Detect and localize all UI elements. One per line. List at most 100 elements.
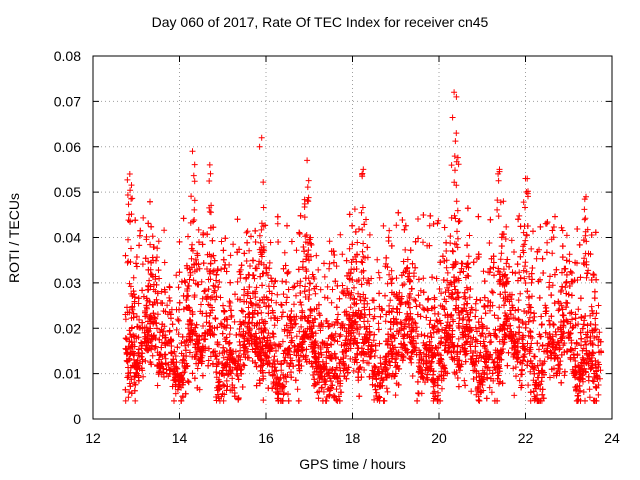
data-point xyxy=(491,330,498,337)
data-point xyxy=(176,269,183,276)
data-point xyxy=(148,361,155,368)
data-point xyxy=(463,284,470,291)
data-point xyxy=(583,341,590,348)
data-point xyxy=(415,235,422,242)
data-point xyxy=(241,341,248,348)
data-point xyxy=(464,260,471,267)
data-point xyxy=(557,324,564,331)
data-point xyxy=(428,334,435,341)
data-point xyxy=(189,308,196,315)
data-point xyxy=(156,368,163,375)
data-point xyxy=(395,331,402,337)
data-point xyxy=(387,326,394,333)
data-point xyxy=(510,365,517,372)
data-point xyxy=(437,320,444,327)
data-point xyxy=(256,377,263,384)
data-point xyxy=(393,319,400,326)
data-point xyxy=(321,294,328,301)
data-point xyxy=(128,343,135,350)
data-point xyxy=(269,330,276,337)
data-point xyxy=(178,397,185,404)
data-point xyxy=(465,253,472,260)
data-point xyxy=(308,330,315,337)
data-point xyxy=(407,339,414,346)
data-point xyxy=(336,360,343,367)
data-point xyxy=(333,386,340,393)
data-point xyxy=(271,322,278,329)
data-point xyxy=(244,228,251,235)
data-point xyxy=(306,257,312,264)
data-point xyxy=(291,342,298,349)
data-point xyxy=(550,234,557,241)
data-point xyxy=(401,325,407,332)
data-point xyxy=(587,321,594,327)
data-point xyxy=(311,376,318,383)
data-point xyxy=(154,245,161,252)
data-point xyxy=(503,318,510,325)
data-point xyxy=(539,386,546,393)
data-point xyxy=(140,214,147,221)
data-point xyxy=(217,294,224,301)
data-point xyxy=(313,252,320,259)
data-point xyxy=(530,228,536,235)
data-point xyxy=(319,358,326,365)
data-point xyxy=(455,364,462,371)
data-point xyxy=(504,362,511,369)
data-point xyxy=(133,313,140,320)
data-point xyxy=(220,381,227,388)
data-point xyxy=(538,378,545,385)
data-point xyxy=(455,357,462,364)
data-point xyxy=(181,277,188,284)
data-point xyxy=(453,296,460,303)
data-point xyxy=(127,283,134,290)
data-point xyxy=(568,270,575,276)
data-point xyxy=(126,280,133,287)
data-point xyxy=(185,341,192,348)
data-point xyxy=(597,367,604,374)
data-point xyxy=(147,283,154,290)
data-point xyxy=(372,373,379,379)
data-point xyxy=(540,395,547,402)
data-point xyxy=(561,340,568,347)
data-point xyxy=(409,373,416,379)
data-point xyxy=(341,361,347,368)
data-point xyxy=(230,241,237,248)
data-point xyxy=(443,248,450,254)
data-point xyxy=(183,353,190,360)
data-point xyxy=(499,231,506,238)
data-point xyxy=(283,299,290,306)
data-point xyxy=(155,356,162,363)
data-point xyxy=(550,321,556,327)
data-point xyxy=(200,336,207,343)
data-point xyxy=(193,321,200,328)
data-point xyxy=(209,294,216,301)
data-point xyxy=(575,306,582,313)
data-point xyxy=(510,351,517,358)
data-point xyxy=(291,283,298,290)
data-point xyxy=(490,359,497,366)
data-point xyxy=(285,327,292,334)
data-point xyxy=(281,249,288,256)
data-point xyxy=(437,302,444,309)
data-point xyxy=(243,258,250,264)
data-point xyxy=(393,222,400,229)
data-point xyxy=(264,337,271,344)
data-point xyxy=(317,286,324,293)
data-point xyxy=(238,307,245,314)
data-point xyxy=(580,389,587,395)
data-point xyxy=(284,269,291,276)
data-point xyxy=(220,256,227,263)
data-point xyxy=(489,370,496,377)
data-point xyxy=(539,361,546,368)
data-point xyxy=(567,310,573,317)
data-point xyxy=(546,331,553,338)
data-point xyxy=(593,384,600,391)
data-point xyxy=(559,283,566,290)
data-point xyxy=(172,390,179,397)
data-point xyxy=(516,324,523,331)
data-point xyxy=(312,316,319,323)
data-point xyxy=(439,363,446,370)
data-point xyxy=(530,317,537,324)
data-point xyxy=(328,332,335,339)
data-point xyxy=(171,397,177,404)
